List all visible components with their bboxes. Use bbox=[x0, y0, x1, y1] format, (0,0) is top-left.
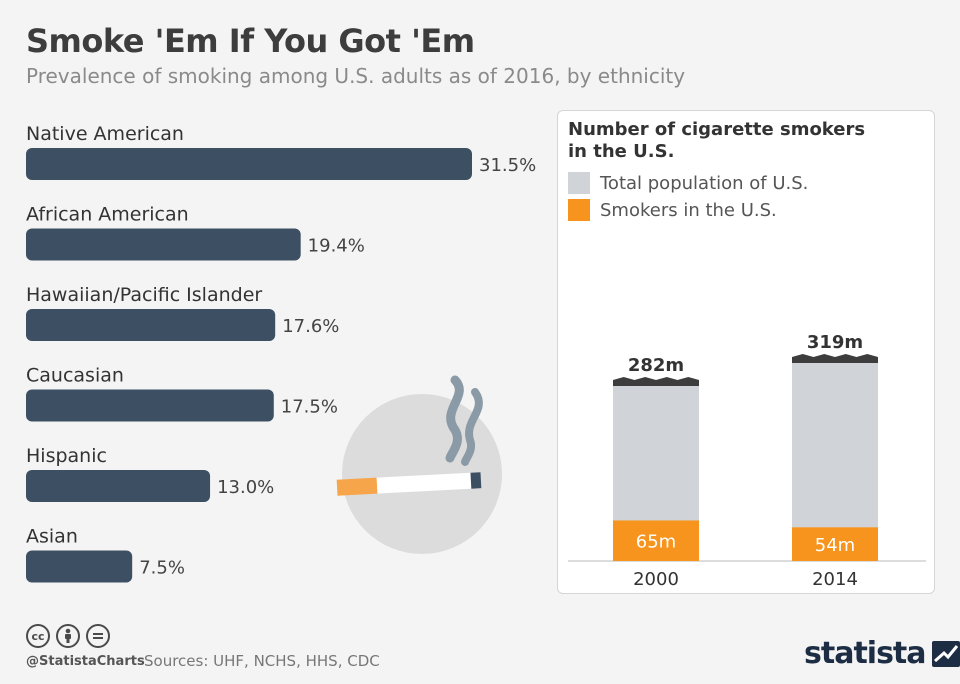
bar-smokers bbox=[792, 527, 878, 561]
value-label: 17.5% bbox=[281, 397, 338, 418]
bar bbox=[26, 389, 274, 422]
bar bbox=[26, 550, 133, 583]
legend-label-smokers: Smokers in the U.S. bbox=[600, 199, 777, 221]
ash-top bbox=[613, 377, 699, 387]
chart-subtitle: Prevalence of smoking among U.S. adults … bbox=[26, 64, 686, 88]
attribution-icon bbox=[56, 624, 80, 648]
statista-logo-icon bbox=[931, 640, 960, 667]
ethnicity-bar-chart: Native American 31.5% African American 19.4… bbox=[26, 123, 536, 583]
no-derivatives-icon bbox=[86, 624, 110, 648]
cigarette-icon bbox=[336, 472, 482, 496]
bar bbox=[26, 470, 211, 502]
legend-label-total: Total population of U.S. bbox=[600, 172, 809, 194]
chart-title: Smoke 'Em If You Got 'Em bbox=[26, 22, 475, 60]
value-label: 19.4% bbox=[308, 236, 365, 257]
category-label: Caucasian bbox=[26, 365, 124, 387]
legend-swatch-total bbox=[568, 172, 590, 194]
legend-smokers: Smokers in the U.S. bbox=[568, 198, 777, 222]
statista-handle[interactable]: @StatistaCharts bbox=[26, 654, 145, 669]
stacked-bar-chart: 282m 65m 2000 319m 54m 2014 bbox=[568, 332, 926, 590]
year-label: 2000 bbox=[633, 569, 679, 590]
year-label: 2014 bbox=[812, 569, 858, 590]
smokers-count-panel: Number of cigarette smokers in the U.S. … bbox=[557, 110, 935, 594]
panel-title: Number of cigarette smokers in the U.S. bbox=[568, 119, 866, 162]
category-label: Asian bbox=[26, 526, 78, 548]
category-label: Hawaiian/Pacific Islander bbox=[26, 284, 262, 306]
legend-swatch-smokers bbox=[568, 199, 590, 221]
statista-logo[interactable]: statista bbox=[804, 636, 960, 671]
category-label: Native American bbox=[26, 123, 184, 145]
smoke-icon bbox=[445, 375, 483, 466]
value-label: 13.0% bbox=[217, 477, 274, 498]
value-label: 17.6% bbox=[282, 316, 339, 337]
category-label: Hispanic bbox=[26, 445, 107, 467]
value-label: 31.5% bbox=[479, 155, 536, 176]
total-value-label: 282m bbox=[628, 355, 684, 376]
smokers-value-label: 65m bbox=[636, 532, 676, 553]
bar bbox=[26, 228, 301, 261]
cc-icon: cc bbox=[26, 624, 50, 648]
smokers-value-label: 54m bbox=[815, 535, 855, 556]
total-value-label: 319m bbox=[807, 332, 863, 353]
value-label: 7.5% bbox=[139, 558, 185, 579]
license-icons: cc bbox=[26, 624, 110, 648]
bar bbox=[26, 148, 472, 180]
bar bbox=[26, 309, 276, 341]
ash-top bbox=[792, 353, 878, 363]
ashtray-circle bbox=[342, 394, 502, 554]
category-label: African American bbox=[26, 204, 189, 226]
legend-total-population: Total population of U.S. bbox=[568, 171, 808, 195]
logo-text: statista bbox=[804, 636, 927, 671]
sources-text: Sources: UHF, NCHS, HHS, CDC bbox=[144, 652, 380, 670]
bar-smokers bbox=[613, 520, 699, 561]
